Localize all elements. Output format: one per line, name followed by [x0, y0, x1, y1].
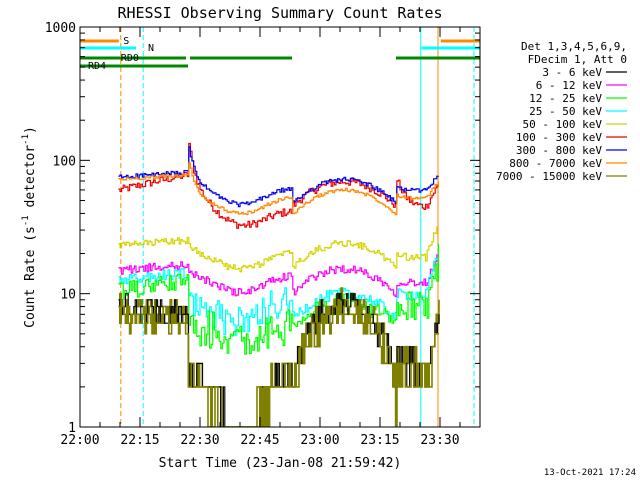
legend-label: 100 - 300 keV: [516, 131, 602, 144]
legend-label: 800 - 7000 keV: [509, 157, 602, 170]
legend-label: 6 - 12 keV: [536, 79, 603, 92]
flag-label-rd0: RD0: [121, 53, 139, 64]
x-tick-label: 23:15: [360, 433, 399, 448]
y-axis-label-main: Count Rate (s: [23, 226, 38, 328]
chart-title: RHESSI Observing Summary Count Rates: [117, 4, 442, 22]
y-axis-label-exp2: -1: [21, 134, 31, 145]
y-tick-label: 100: [53, 154, 76, 169]
series-line-7: [118, 162, 439, 216]
flag-label-s: S: [123, 36, 129, 47]
y-tick-label: 1: [68, 421, 76, 436]
x-tick-label: 22:30: [180, 433, 219, 448]
series-line-8: [118, 299, 439, 427]
series-line-5: [118, 142, 439, 229]
legend-label: 50 - 100 keV: [523, 118, 603, 131]
legend-label: 12 - 25 keV: [529, 92, 602, 105]
x-tick-label: 23:00: [300, 433, 339, 448]
y-tick-label: 1000: [45, 21, 76, 36]
legend-label: 25 - 50 keV: [529, 105, 602, 118]
flag-label-rd4: RD4: [88, 61, 106, 72]
x-tick-label: 22:15: [120, 433, 159, 448]
y-axis-label-end: ): [23, 126, 38, 134]
legend-header: FDecim 1, Att 0: [528, 53, 627, 66]
series-line-1: [118, 254, 439, 298]
y-tick-label: 10: [60, 288, 76, 303]
y-axis-label: Count Rate (s-1 detector-1): [21, 126, 38, 328]
x-axis: 22:00 22:15 22:30 22:45 23:00 23:15 23:30: [60, 27, 461, 448]
series-line-6: [118, 146, 439, 208]
plot-layer: S N RD0 RD4: [80, 27, 480, 427]
series-line-4: [118, 226, 439, 273]
legend-label: 3 - 6 keV: [542, 66, 602, 79]
legend-label: 7000 - 15000 keV: [496, 170, 602, 183]
legend-label: 300 - 800 keV: [516, 144, 602, 157]
series-line-2: [118, 243, 439, 355]
timestamp: 13-Oct-2021 17:24: [544, 468, 636, 478]
legend-header: Det 1,3,4,5,6,9,: [521, 40, 627, 53]
legend: Det 1,3,4,5,6,9,FDecim 1, Att 03 - 6 keV…: [496, 40, 627, 183]
y-axis-label-exp1: -1: [21, 215, 31, 226]
x-axis-label: Start Time (23-Jan-08 21:59:42): [159, 456, 402, 471]
flag-label-n: N: [148, 43, 154, 54]
y-axis-label-mid: detector: [23, 145, 38, 216]
x-tick-label: 22:00: [60, 433, 99, 448]
plot-area: S N RD0 RD4: [80, 27, 480, 427]
x-tick-label: 23:30: [420, 433, 459, 448]
y-axis: 1 10 100 1000: [45, 21, 480, 436]
x-tick-label: 22:45: [240, 433, 279, 448]
